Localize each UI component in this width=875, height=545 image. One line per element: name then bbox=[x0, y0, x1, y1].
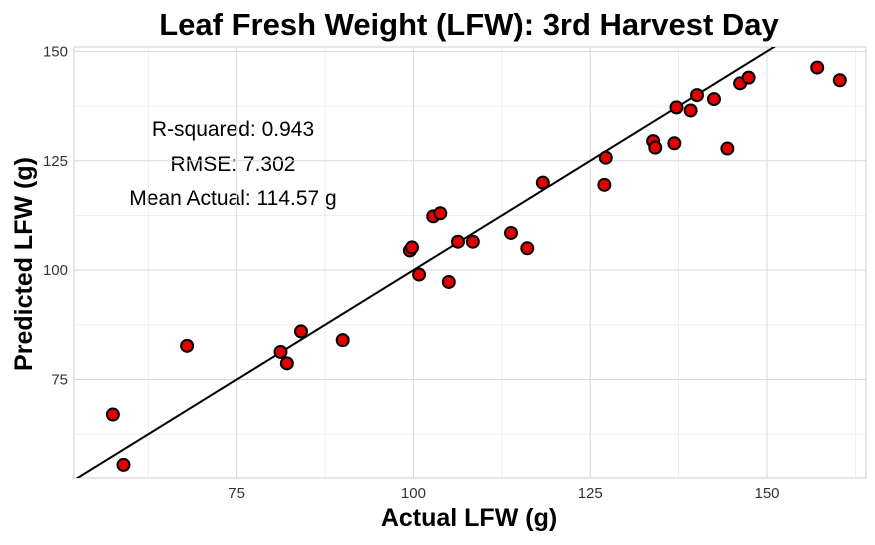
data-point bbox=[433, 206, 448, 221]
x-tick-label: 150 bbox=[754, 485, 779, 502]
data-point bbox=[683, 103, 698, 118]
x-tick-label: 100 bbox=[401, 485, 426, 502]
stat-annotation: R-squared: 0.943 bbox=[152, 118, 314, 141]
y-tick-label: 125 bbox=[43, 153, 68, 170]
x-axis-title: Actual LFW (g) bbox=[381, 504, 557, 532]
stats-annotations: R-squared: 0.943 RMSE: 7.302 Mean Actual: … bbox=[129, 118, 336, 210]
data-point bbox=[520, 241, 535, 256]
data-point bbox=[441, 274, 456, 289]
data-point bbox=[832, 73, 847, 88]
data-point bbox=[293, 324, 308, 339]
data-point bbox=[116, 457, 131, 472]
data-point bbox=[706, 92, 721, 107]
chart-title: Leaf Fresh Weight (LFW): 3rd Harvest Day bbox=[159, 7, 779, 42]
data-point bbox=[273, 344, 288, 359]
fit-line bbox=[75, 47, 776, 478]
x-tick-label: 125 bbox=[578, 485, 603, 502]
data-point bbox=[741, 70, 756, 85]
data-point bbox=[648, 140, 663, 155]
y-tick-label: 100 bbox=[43, 262, 68, 279]
y-tick-label: 75 bbox=[51, 372, 68, 389]
data-point bbox=[405, 240, 420, 255]
x-tick-label: 75 bbox=[228, 485, 245, 502]
stat-annotation: Mean Actual: 114.57 g bbox=[129, 187, 336, 210]
data-point bbox=[105, 407, 120, 422]
panel-border bbox=[73, 46, 867, 479]
data-point bbox=[689, 88, 704, 103]
plot-area: 75 100 125 150 75 100 125 150 bbox=[43, 43, 867, 502]
data-point bbox=[810, 60, 825, 75]
y-axis-title: Predicted LFW (g) bbox=[10, 157, 38, 371]
data-point bbox=[465, 234, 480, 249]
data-point bbox=[667, 136, 682, 151]
data-point bbox=[335, 333, 350, 348]
stat-annotation: RMSE: 7.302 bbox=[171, 153, 296, 176]
data-point bbox=[597, 177, 612, 192]
data-point bbox=[450, 234, 465, 249]
data-point bbox=[279, 356, 294, 371]
data-point bbox=[504, 225, 519, 240]
y-tick-label: 150 bbox=[43, 43, 68, 60]
data-point bbox=[720, 141, 735, 156]
data-point bbox=[669, 100, 684, 115]
data-point bbox=[535, 175, 550, 190]
data-point bbox=[180, 338, 195, 353]
data-point bbox=[412, 267, 427, 282]
data-point bbox=[598, 150, 613, 165]
